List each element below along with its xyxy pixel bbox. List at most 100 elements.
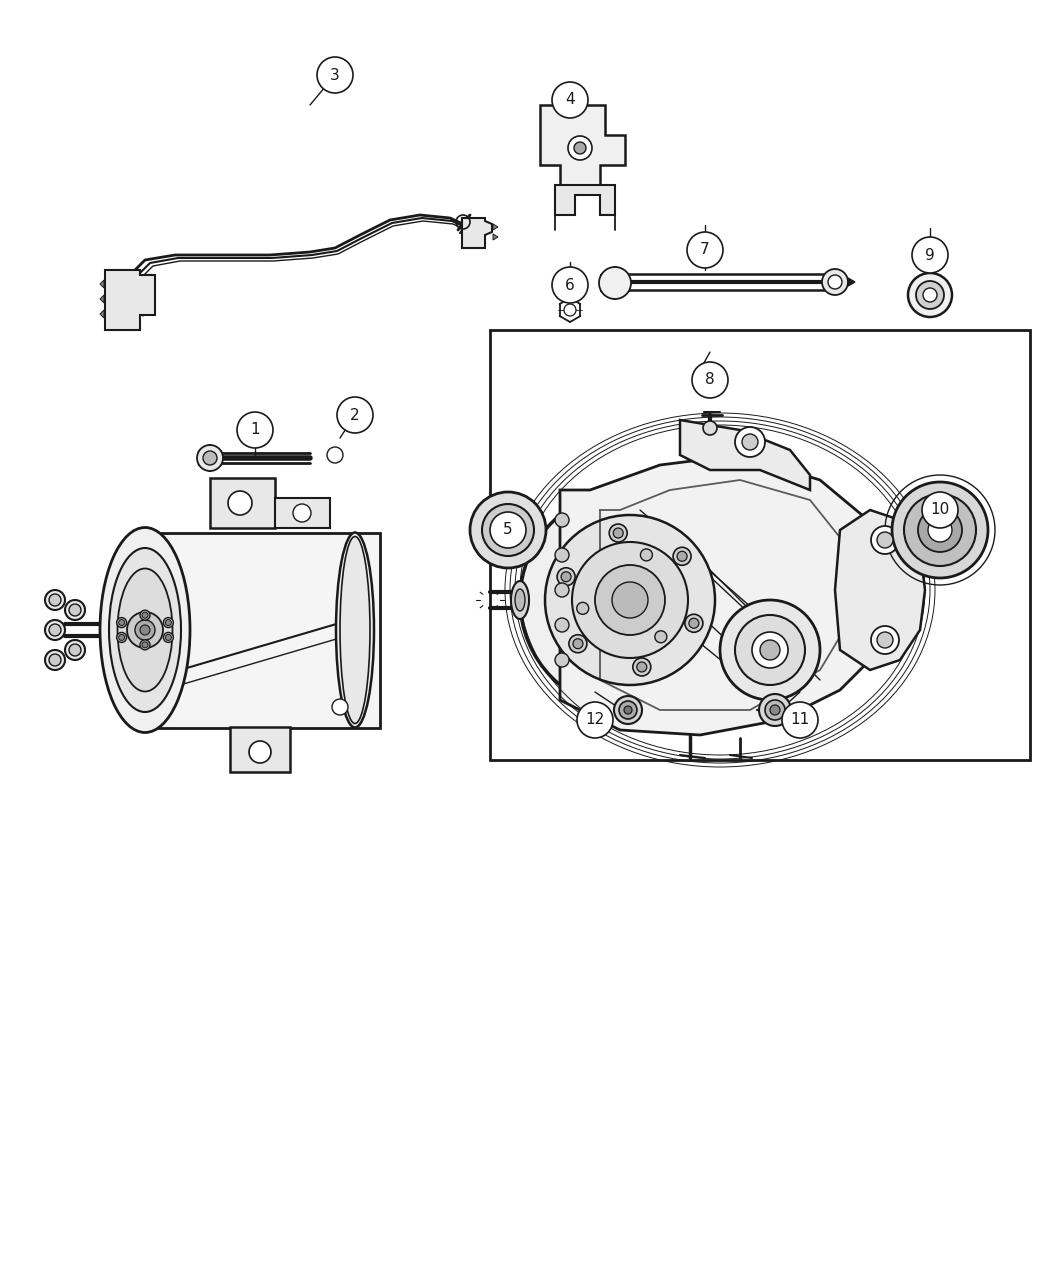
Ellipse shape <box>118 569 172 691</box>
Circle shape <box>572 542 688 658</box>
Text: 12: 12 <box>586 713 605 728</box>
Circle shape <box>564 303 576 316</box>
Circle shape <box>45 620 65 640</box>
Circle shape <box>770 705 780 715</box>
Circle shape <box>822 269 848 295</box>
Circle shape <box>69 604 81 616</box>
Text: 5: 5 <box>503 523 512 538</box>
Circle shape <box>613 528 624 538</box>
Circle shape <box>828 275 842 289</box>
Text: 10: 10 <box>930 502 949 518</box>
Circle shape <box>620 701 637 719</box>
Polygon shape <box>835 510 925 669</box>
Circle shape <box>759 694 791 725</box>
Circle shape <box>545 515 715 685</box>
Ellipse shape <box>340 537 370 723</box>
Circle shape <box>332 699 348 715</box>
Circle shape <box>922 492 958 528</box>
Circle shape <box>640 550 652 561</box>
Text: 3: 3 <box>330 68 340 83</box>
Circle shape <box>760 640 780 660</box>
Circle shape <box>49 654 61 666</box>
Bar <box>490 330 1030 760</box>
Circle shape <box>142 612 148 618</box>
Circle shape <box>552 82 588 119</box>
Circle shape <box>65 601 85 620</box>
Ellipse shape <box>109 548 181 711</box>
Polygon shape <box>848 278 855 286</box>
Circle shape <box>65 640 85 660</box>
Polygon shape <box>100 280 104 288</box>
Circle shape <box>555 653 569 667</box>
Circle shape <box>45 590 65 609</box>
Polygon shape <box>230 727 290 771</box>
Circle shape <box>735 427 765 456</box>
Circle shape <box>892 482 988 578</box>
Text: 2: 2 <box>351 408 360 422</box>
Circle shape <box>135 620 155 640</box>
Circle shape <box>337 397 373 434</box>
Circle shape <box>327 448 343 463</box>
Circle shape <box>908 273 952 317</box>
Circle shape <box>69 644 81 657</box>
Circle shape <box>140 625 150 635</box>
Polygon shape <box>560 455 895 734</box>
Circle shape <box>555 548 569 562</box>
Polygon shape <box>100 310 104 317</box>
Circle shape <box>555 618 569 632</box>
Circle shape <box>569 635 587 653</box>
Circle shape <box>633 658 651 676</box>
Circle shape <box>687 232 723 268</box>
Circle shape <box>119 620 125 626</box>
Polygon shape <box>494 235 498 240</box>
Circle shape <box>872 527 899 555</box>
Circle shape <box>470 492 546 567</box>
Circle shape <box>689 618 699 629</box>
Circle shape <box>293 504 311 521</box>
Circle shape <box>45 650 65 669</box>
Circle shape <box>127 612 163 648</box>
Circle shape <box>142 641 148 648</box>
Ellipse shape <box>511 581 529 618</box>
Text: 11: 11 <box>791 713 810 728</box>
Circle shape <box>249 741 271 762</box>
Circle shape <box>877 532 892 548</box>
Circle shape <box>614 696 642 724</box>
Circle shape <box>317 57 353 93</box>
Circle shape <box>49 623 61 636</box>
Circle shape <box>568 136 592 159</box>
Circle shape <box>578 703 613 738</box>
Polygon shape <box>494 224 498 229</box>
Circle shape <box>482 504 534 556</box>
Circle shape <box>197 445 223 470</box>
Text: 9: 9 <box>925 247 934 263</box>
Text: 8: 8 <box>706 372 715 388</box>
Circle shape <box>692 362 728 398</box>
Circle shape <box>782 703 818 738</box>
Circle shape <box>609 524 627 542</box>
Ellipse shape <box>336 533 374 728</box>
Circle shape <box>598 266 631 300</box>
Circle shape <box>140 611 150 620</box>
Circle shape <box>918 507 962 552</box>
Polygon shape <box>462 218 492 249</box>
Circle shape <box>558 567 575 585</box>
Circle shape <box>720 601 820 700</box>
Circle shape <box>490 513 526 548</box>
Ellipse shape <box>514 589 525 611</box>
Circle shape <box>673 547 691 565</box>
Text: 4: 4 <box>565 93 574 107</box>
Circle shape <box>555 583 569 597</box>
Text: 6: 6 <box>565 278 575 292</box>
Circle shape <box>561 571 571 581</box>
Circle shape <box>752 632 788 668</box>
Circle shape <box>494 516 522 544</box>
Circle shape <box>916 280 944 309</box>
Text: 7: 7 <box>700 242 710 258</box>
Circle shape <box>677 551 687 561</box>
Circle shape <box>166 620 171 626</box>
Polygon shape <box>680 419 810 490</box>
Circle shape <box>117 617 127 627</box>
Circle shape <box>612 581 648 618</box>
Circle shape <box>655 631 667 643</box>
